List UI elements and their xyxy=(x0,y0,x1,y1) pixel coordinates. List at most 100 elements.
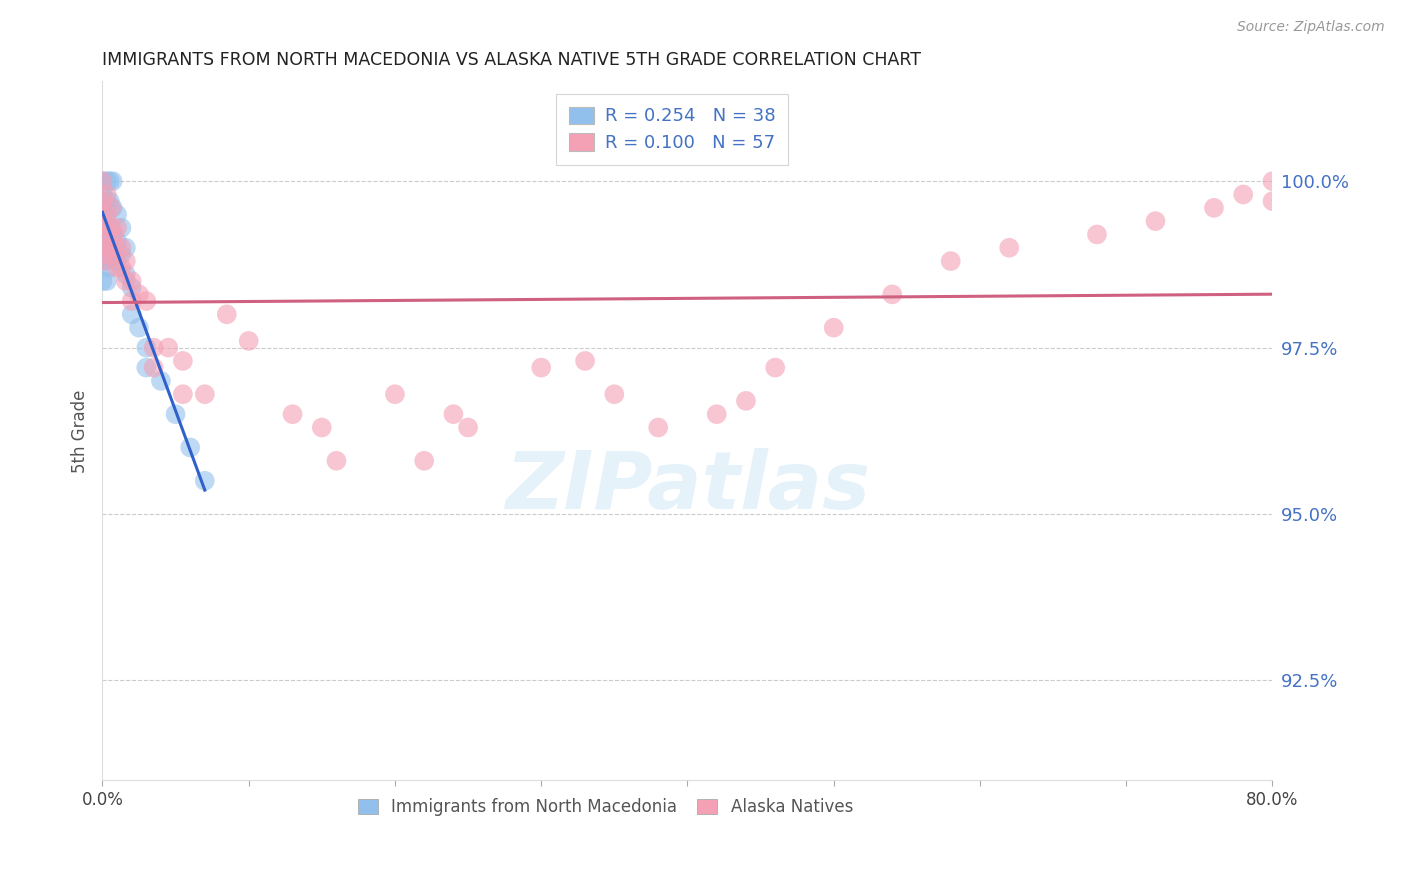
Point xyxy=(763,360,786,375)
Point xyxy=(105,234,128,248)
Point xyxy=(91,234,114,248)
Point xyxy=(101,201,124,215)
Point xyxy=(165,407,187,421)
Point xyxy=(105,220,128,235)
Point xyxy=(98,260,121,275)
Point xyxy=(706,407,728,421)
Point xyxy=(121,307,143,321)
Point xyxy=(311,420,333,434)
Point xyxy=(384,387,406,401)
Point xyxy=(1232,187,1254,202)
Point xyxy=(128,320,150,334)
Point xyxy=(135,341,157,355)
Point xyxy=(98,174,121,188)
Point xyxy=(238,334,260,348)
Point xyxy=(103,227,125,242)
Point xyxy=(823,320,845,334)
Point xyxy=(98,194,121,209)
Point xyxy=(110,220,132,235)
Point xyxy=(98,241,121,255)
Point xyxy=(96,234,118,248)
Text: IMMIGRANTS FROM NORTH MACEDONIA VS ALASKA NATIVE 5TH GRADE CORRELATION CHART: IMMIGRANTS FROM NORTH MACEDONIA VS ALASK… xyxy=(103,51,921,69)
Point xyxy=(121,281,143,295)
Point xyxy=(91,201,114,215)
Point xyxy=(735,393,758,408)
Point xyxy=(172,354,194,368)
Point xyxy=(110,241,132,255)
Point xyxy=(135,293,157,308)
Point xyxy=(939,254,962,268)
Point xyxy=(91,174,114,188)
Point xyxy=(281,407,304,421)
Point xyxy=(96,227,118,242)
Point xyxy=(194,474,217,488)
Point xyxy=(114,254,136,268)
Point xyxy=(142,360,165,375)
Text: Source: ZipAtlas.com: Source: ZipAtlas.com xyxy=(1237,20,1385,34)
Point xyxy=(103,247,125,261)
Point xyxy=(110,260,132,275)
Point xyxy=(1202,201,1225,215)
Point xyxy=(91,254,114,268)
Point xyxy=(114,268,136,282)
Point xyxy=(98,220,121,235)
Point xyxy=(149,374,172,388)
Point xyxy=(96,274,118,288)
Point xyxy=(101,247,124,261)
Point xyxy=(91,234,114,248)
Point xyxy=(91,174,114,188)
Point xyxy=(114,241,136,255)
Point xyxy=(91,274,114,288)
Point xyxy=(121,293,143,308)
Point xyxy=(215,307,238,321)
Point xyxy=(96,254,118,268)
Point xyxy=(96,174,118,188)
Point xyxy=(882,287,904,301)
Point xyxy=(142,341,165,355)
Point xyxy=(91,187,114,202)
Point xyxy=(603,387,626,401)
Point xyxy=(1261,174,1284,188)
Point xyxy=(101,174,124,188)
Point xyxy=(100,241,122,255)
Point xyxy=(1144,214,1167,228)
Point xyxy=(91,214,114,228)
Point xyxy=(1261,194,1284,209)
Point xyxy=(647,420,669,434)
Legend: Immigrants from North Macedonia, Alaska Natives: Immigrants from North Macedonia, Alaska … xyxy=(350,789,862,824)
Point xyxy=(574,354,596,368)
Point xyxy=(530,360,553,375)
Point xyxy=(194,387,217,401)
Point xyxy=(443,407,465,421)
Point xyxy=(172,387,194,401)
Point xyxy=(96,214,118,228)
Point xyxy=(114,274,136,288)
Point xyxy=(157,341,180,355)
Y-axis label: 5th Grade: 5th Grade xyxy=(72,389,89,473)
Point xyxy=(105,241,128,255)
Point xyxy=(91,194,114,209)
Point xyxy=(413,454,436,468)
Point xyxy=(96,194,118,209)
Point xyxy=(101,227,124,242)
Point xyxy=(128,287,150,301)
Point xyxy=(179,441,201,455)
Point xyxy=(91,214,114,228)
Point xyxy=(998,241,1021,255)
Text: ZIPatlas: ZIPatlas xyxy=(505,448,870,525)
Point xyxy=(100,220,122,235)
Point xyxy=(105,254,128,268)
Point xyxy=(457,420,479,434)
Point xyxy=(135,360,157,375)
Point xyxy=(121,274,143,288)
Point xyxy=(1085,227,1108,242)
Point xyxy=(105,207,128,221)
Point xyxy=(105,260,128,275)
Point xyxy=(325,454,347,468)
Point xyxy=(96,187,118,202)
Point xyxy=(91,254,114,268)
Point xyxy=(96,247,118,261)
Point xyxy=(110,247,132,261)
Point xyxy=(100,201,122,215)
Point xyxy=(96,207,118,221)
